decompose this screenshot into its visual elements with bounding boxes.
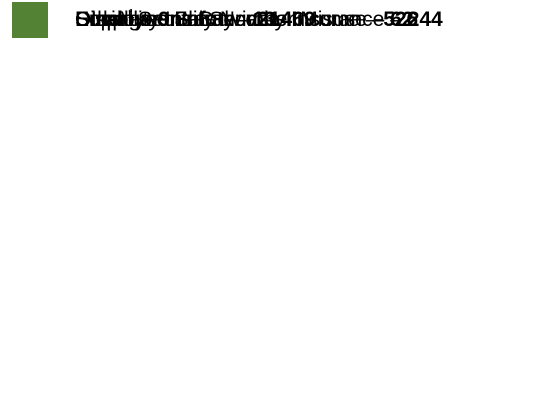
separator: – xyxy=(365,8,378,31)
item-value: 244 xyxy=(407,8,443,31)
item-label: Old-Age and Survivors Insurance xyxy=(75,8,385,31)
item-value: 469 xyxy=(280,8,316,31)
color-swatch xyxy=(12,2,48,38)
legend-text: Other1 – 9 xyxy=(75,0,170,40)
legend-text: Disability Insurance – 469 xyxy=(75,0,316,40)
item-label: Social Security Number Misuse xyxy=(75,8,367,31)
item-value: 526 xyxy=(383,8,419,31)
legend-text: Employee Safety – 21 xyxy=(75,0,281,40)
separator: – xyxy=(140,8,153,31)
item-label: Supplemental Security Income xyxy=(75,8,360,31)
separator: – xyxy=(390,8,402,31)
item-value: 21 xyxy=(257,8,281,31)
separator: – xyxy=(262,8,275,31)
legend-text: Social Security Number Misuse – 62 xyxy=(75,0,414,40)
item-label: Other xyxy=(75,8,128,31)
item-value: 62 xyxy=(390,8,414,31)
legend-text: Supplemental Security Income – 526 xyxy=(75,0,418,40)
item-value: 13 xyxy=(252,8,276,31)
legend-text: Old-Age and Survivors Insurance – 244 xyxy=(75,0,443,40)
item-label: Employee Safety xyxy=(75,8,234,31)
legend-text: Employee Fraud – 13 xyxy=(75,0,276,40)
separator: – xyxy=(239,8,252,31)
item-label: Disability Insurance xyxy=(75,8,258,31)
item-label: Employee Fraud xyxy=(75,8,230,31)
separator: – xyxy=(372,8,385,31)
item-value: 9 xyxy=(158,8,170,31)
separator: – xyxy=(234,8,247,31)
footnote-mark: 1 xyxy=(127,6,135,21)
